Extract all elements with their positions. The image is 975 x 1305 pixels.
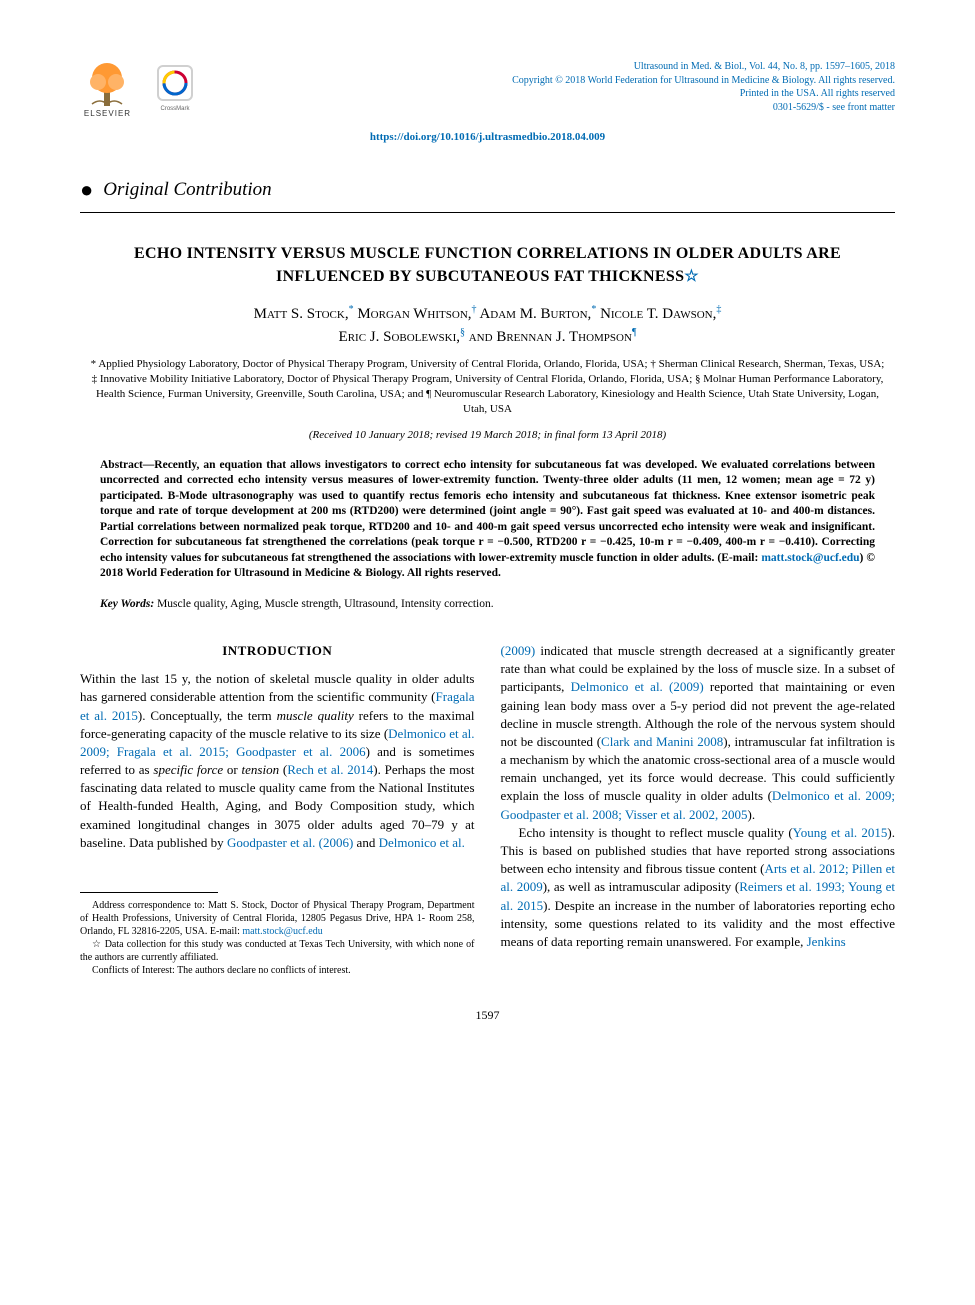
abstract: Abstract—Recently, an equation that allo… xyxy=(80,458,895,582)
section-type: ● Original Contribution xyxy=(80,175,895,206)
authors-list: Matt S. Stock,* Morgan Whitson,† Adam M.… xyxy=(80,302,895,349)
doi-link[interactable]: https://doi.org/10.1016/j.ultrasmedbio.2… xyxy=(80,130,895,145)
footnote-conflicts: Conflicts of Interest: The authors decla… xyxy=(80,964,475,977)
intro-paragraph-1: Within the last 15 y, the notion of skel… xyxy=(80,670,475,852)
pub-issn: 0301-5629/$ - see front matter xyxy=(512,101,895,115)
footnote-email-link[interactable]: matt.stock@ucf.edu xyxy=(242,926,322,937)
article-dates: (Received 10 January 2018; revised 19 Ma… xyxy=(80,428,895,443)
footnotes: Address correspondence to: Matt S. Stock… xyxy=(80,899,475,977)
citation-link[interactable]: Delmonico et al. (2009) xyxy=(571,679,704,694)
citation-link[interactable]: Jenkins xyxy=(807,934,846,949)
footnote-data-collection: ☆ Data collection for this study was con… xyxy=(80,938,475,964)
elsevier-label: ELSEVIER xyxy=(84,108,131,119)
crossmark-label: CrossMark xyxy=(160,105,189,113)
citation-link[interactable]: (2009) xyxy=(501,643,536,658)
pub-citation: Ultrasound in Med. & Biol., Vol. 44, No.… xyxy=(512,60,895,74)
citation-link[interactable]: Young et al. 2015 xyxy=(793,825,888,840)
publisher-logos: ELSEVIER CrossMark xyxy=(80,60,197,122)
keywords-label: Key Words: xyxy=(100,598,154,610)
header-row: ELSEVIER CrossMark Ultrasound in Med. & … xyxy=(80,60,895,122)
elsevier-tree-icon xyxy=(80,60,135,108)
pub-printed: Printed in the USA. All rights reserved xyxy=(512,87,895,101)
citation-link[interactable]: Rech et al. 2014 xyxy=(287,762,373,777)
crossmark-icon xyxy=(157,65,193,101)
citation-link[interactable]: Goodpaster et al. (2006) xyxy=(227,835,353,850)
page-number: 1597 xyxy=(80,1007,895,1024)
article-title: ECHO INTENSITY VERSUS MUSCLE FUNCTION CO… xyxy=(80,243,895,288)
introduction-heading: INTRODUCTION xyxy=(80,642,475,660)
footnote-rule xyxy=(80,892,218,893)
body-columns: INTRODUCTION Within the last 15 y, the n… xyxy=(80,642,895,977)
pub-copyright: Copyright © 2018 World Federation for Ul… xyxy=(512,74,895,88)
elsevier-logo: ELSEVIER xyxy=(80,60,135,122)
publication-info: Ultrasound in Med. & Biol., Vol. 44, No.… xyxy=(512,60,895,114)
title-footnote-icon: ☆ xyxy=(684,268,699,285)
affiliations: * Applied Physiology Laboratory, Doctor … xyxy=(80,357,895,416)
abstract-text: Recently, an equation that allows invest… xyxy=(100,459,875,564)
section-type-label: Original Contribution xyxy=(103,177,271,204)
keywords-text: Muscle quality, Aging, Muscle strength, … xyxy=(154,598,493,610)
intro-paragraph-1-cont: (2009) indicated that muscle strength de… xyxy=(501,642,896,824)
authors-line-2: Eric J. Sobolewski,§ and Brennan J. Thom… xyxy=(80,325,895,349)
bullet-icon: ● xyxy=(80,175,93,206)
crossmark-logo[interactable]: CrossMark xyxy=(153,65,197,117)
abstract-email-link[interactable]: matt.stock@ucf.edu xyxy=(761,552,859,564)
citation-link[interactable]: Clark and Manini 2008 xyxy=(601,734,723,749)
authors-line-1: Matt S. Stock,* Morgan Whitson,† Adam M.… xyxy=(80,302,895,326)
footnote-correspondence: Address correspondence to: Matt S. Stock… xyxy=(80,899,475,938)
right-column: (2009) indicated that muscle strength de… xyxy=(501,642,896,977)
title-rule xyxy=(80,212,895,213)
paper-page: ELSEVIER CrossMark Ultrasound in Med. & … xyxy=(0,0,975,1064)
abstract-label: Abstract— xyxy=(100,459,154,471)
left-column: INTRODUCTION Within the last 15 y, the n… xyxy=(80,642,475,977)
keywords: Key Words: Muscle quality, Aging, Muscle… xyxy=(80,596,895,612)
citation-link[interactable]: Delmonico et al. xyxy=(379,835,465,850)
intro-paragraph-2: Echo intensity is thought to reflect mus… xyxy=(501,824,896,951)
